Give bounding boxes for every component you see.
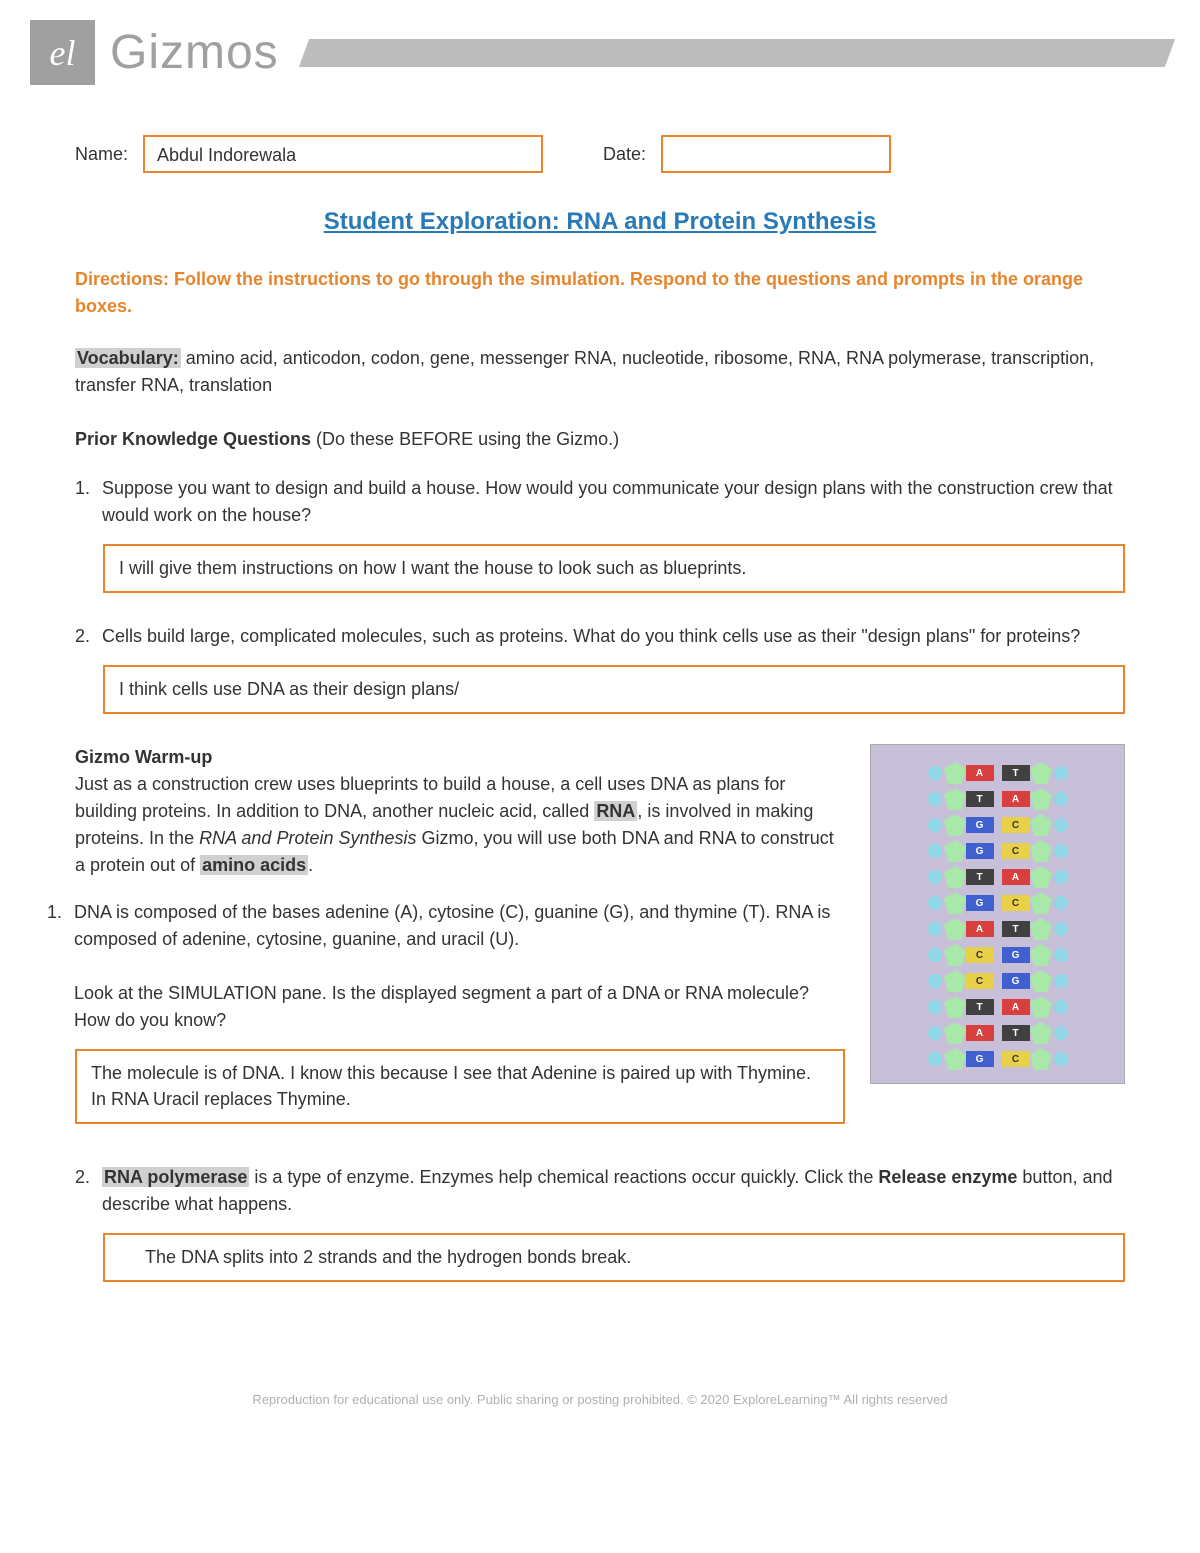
date-input[interactable] (661, 135, 891, 173)
brand-text: Gizmos (110, 25, 279, 80)
page-title: Student Exploration: RNA and Protein Syn… (75, 208, 1125, 236)
name-label: Name: (75, 144, 128, 165)
logo-icon: el (30, 20, 95, 85)
wq1-text: DNA is composed of the bases adenine (A)… (74, 899, 845, 1034)
dna-rung: GC (886, 812, 1109, 838)
q2-num: 2. (75, 623, 90, 650)
warmup-heading: Gizmo Warm-up (75, 747, 212, 767)
name-date-row: Name: Abdul Indorewala Date: (75, 135, 1125, 173)
warmup-italic: RNA and Protein Synthesis (199, 828, 416, 848)
wq2-num: 2. (75, 1164, 90, 1218)
vocabulary: Vocabulary: amino acid, anticodon, codon… (75, 345, 1125, 399)
q2-text: Cells build large, complicated molecules… (102, 623, 1125, 650)
dna-rung: GC (886, 838, 1109, 864)
warmup-section: Gizmo Warm-up Just as a construction cre… (75, 744, 1125, 1153)
question-1: 1. Suppose you want to design and build … (75, 475, 1125, 529)
wq2-answer[interactable]: The DNA splits into 2 strands and the hy… (103, 1233, 1125, 1282)
dna-rung: TA (886, 864, 1109, 890)
date-label: Date: (603, 144, 646, 165)
name-input[interactable]: Abdul Indorewala (143, 135, 543, 173)
q1-text: Suppose you want to design and build a h… (102, 475, 1125, 529)
dna-rung: GC (886, 890, 1109, 916)
warmup-text: Gizmo Warm-up Just as a construction cre… (75, 744, 845, 1153)
amino-highlight: amino acids (200, 855, 308, 875)
wq1-text-a: DNA is composed of the bases adenine (A)… (74, 902, 830, 949)
dna-rung: TA (886, 994, 1109, 1020)
wq2-text: RNA polymerase is a type of enzyme. Enzy… (102, 1164, 1125, 1218)
prior-knowledge-header: Prior Knowledge Questions (Do these BEFO… (75, 429, 1125, 450)
warmup-q2: 2. RNA polymerase is a type of enzyme. E… (75, 1164, 1125, 1218)
warmup-intro-4: . (308, 855, 313, 875)
rna-poly-highlight: RNA polymerase (102, 1167, 249, 1187)
q2-answer[interactable]: I think cells use DNA as their design pl… (103, 665, 1125, 714)
wq1-answer[interactable]: The molecule is of DNA. I know this beca… (75, 1049, 845, 1123)
q1-num: 1. (75, 475, 90, 529)
dna-rung: AT (886, 760, 1109, 786)
dna-diagram: ATTAGCGCTAGCATCGCGTAATGC (870, 744, 1125, 1084)
wq1-num: 1. (47, 899, 62, 1034)
dna-rung: AT (886, 1020, 1109, 1046)
question-2: 2. Cells build large, complicated molecu… (75, 623, 1125, 650)
dna-rung: GC (886, 1046, 1109, 1072)
wq2-text-a: is a type of enzyme. Enzymes help chemic… (249, 1167, 878, 1187)
content: Name: Abdul Indorewala Date: Student Exp… (0, 95, 1200, 1332)
release-enzyme: Release enzyme (878, 1167, 1017, 1187)
directions: Directions: Follow the instructions to g… (75, 266, 1125, 320)
prior-label: Prior Knowledge Questions (75, 429, 311, 449)
header: el Gizmos (0, 0, 1200, 95)
warmup-q1: 1. DNA is composed of the bases adenine … (47, 899, 845, 1034)
footer: Reproduction for educational use only. P… (0, 1332, 1200, 1447)
dna-rung: CG (886, 942, 1109, 968)
prior-note: (Do these BEFORE using the Gizmo.) (311, 429, 619, 449)
dna-rung: CG (886, 968, 1109, 994)
vocab-label: Vocabulary: (75, 348, 181, 368)
header-stripe (299, 39, 1176, 67)
wq1-text-b: Look at the SIMULATION pane. Is the disp… (74, 983, 809, 1030)
rna-highlight: RNA (594, 801, 637, 821)
q1-answer[interactable]: I will give them instructions on how I w… (103, 544, 1125, 593)
dna-rung: AT (886, 916, 1109, 942)
vocab-text: amino acid, anticodon, codon, gene, mess… (75, 348, 1094, 395)
dna-rung: TA (886, 786, 1109, 812)
